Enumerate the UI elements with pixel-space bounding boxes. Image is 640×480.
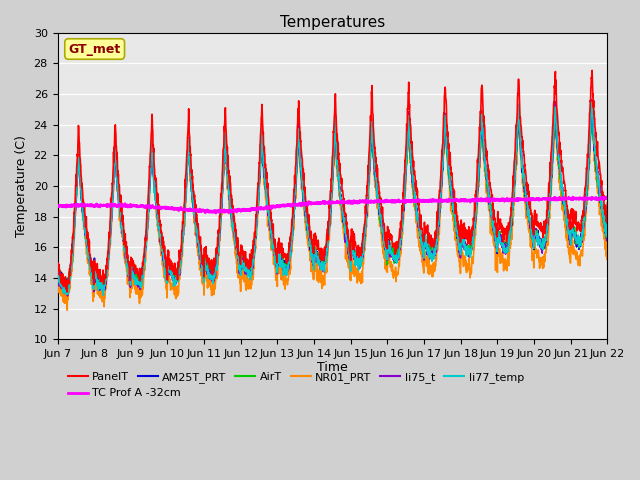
PanelT (604, 200, 611, 206)
AirT (555, 162, 563, 168)
NR01_PRT (604, 239, 611, 245)
AirT (207, 264, 215, 270)
NR01_PRT (54, 277, 61, 283)
AirT (493, 241, 500, 247)
AirT (604, 219, 611, 225)
PanelT (493, 225, 500, 230)
PanelT (555, 130, 563, 135)
Title: Temperatures: Temperatures (280, 15, 385, 30)
AM25T_PRT (604, 221, 611, 227)
li77_temp (100, 292, 108, 298)
TC Prof A -32cm (212, 210, 220, 216)
TC Prof A -32cm (349, 200, 356, 205)
AirT (61, 287, 69, 292)
AirT (588, 101, 596, 107)
NR01_PRT (360, 245, 368, 251)
li77_temp (360, 236, 368, 241)
PanelT (54, 262, 61, 267)
NR01_PRT (515, 107, 523, 113)
li75_t (54, 268, 61, 274)
TC Prof A -32cm (54, 203, 61, 208)
li77_temp (570, 235, 578, 240)
li75_t (360, 237, 368, 243)
TC Prof A -32cm (570, 196, 578, 202)
PanelT (588, 68, 596, 73)
AM25T_PRT (207, 270, 215, 276)
Legend: TC Prof A -32cm: TC Prof A -32cm (63, 384, 185, 403)
li75_t (570, 233, 578, 239)
AirT (570, 234, 578, 240)
AM25T_PRT (551, 102, 559, 108)
NR01_PRT (556, 180, 563, 186)
PanelT (570, 218, 578, 224)
AirT (54, 266, 61, 272)
NR01_PRT (493, 261, 500, 266)
li75_t (555, 159, 563, 165)
TC Prof A -32cm (207, 209, 214, 215)
NR01_PRT (571, 250, 579, 255)
li75_t (207, 276, 215, 282)
li77_temp (555, 157, 563, 163)
li77_temp (207, 276, 215, 282)
AirT (349, 247, 356, 253)
li77_temp (54, 275, 61, 280)
Text: GT_met: GT_met (68, 43, 121, 56)
PanelT (360, 222, 368, 228)
AM25T_PRT (54, 269, 61, 275)
Line: AM25T_PRT: AM25T_PRT (58, 105, 607, 288)
PanelT (207, 258, 215, 264)
li77_temp (588, 98, 596, 104)
li77_temp (604, 223, 611, 228)
PanelT (349, 232, 356, 238)
Line: li77_temp: li77_temp (58, 101, 607, 295)
li75_t (63, 293, 71, 299)
Line: PanelT: PanelT (58, 71, 607, 292)
li75_t (349, 249, 356, 255)
AM25T_PRT (360, 229, 368, 235)
Line: li75_t: li75_t (58, 99, 607, 296)
TC Prof A -32cm (360, 199, 368, 204)
AM25T_PRT (349, 243, 356, 249)
TC Prof A -32cm (604, 194, 611, 200)
Line: NR01_PRT: NR01_PRT (58, 110, 607, 310)
TC Prof A -32cm (555, 196, 563, 202)
li77_temp (349, 251, 356, 257)
AirT (360, 236, 368, 241)
Line: AirT: AirT (58, 104, 607, 289)
AM25T_PRT (493, 243, 500, 249)
li75_t (493, 245, 500, 251)
li75_t (604, 216, 611, 222)
PanelT (63, 289, 71, 295)
Y-axis label: Temperature (C): Temperature (C) (15, 135, 28, 237)
li75_t (588, 96, 596, 102)
NR01_PRT (63, 307, 71, 313)
li77_temp (493, 243, 500, 249)
Line: TC Prof A -32cm: TC Prof A -32cm (58, 197, 607, 213)
AM25T_PRT (556, 164, 563, 170)
AM25T_PRT (571, 231, 579, 237)
NR01_PRT (349, 256, 356, 262)
NR01_PRT (207, 287, 215, 292)
AM25T_PRT (62, 286, 70, 291)
X-axis label: Time: Time (317, 360, 348, 373)
TC Prof A -32cm (493, 196, 500, 202)
